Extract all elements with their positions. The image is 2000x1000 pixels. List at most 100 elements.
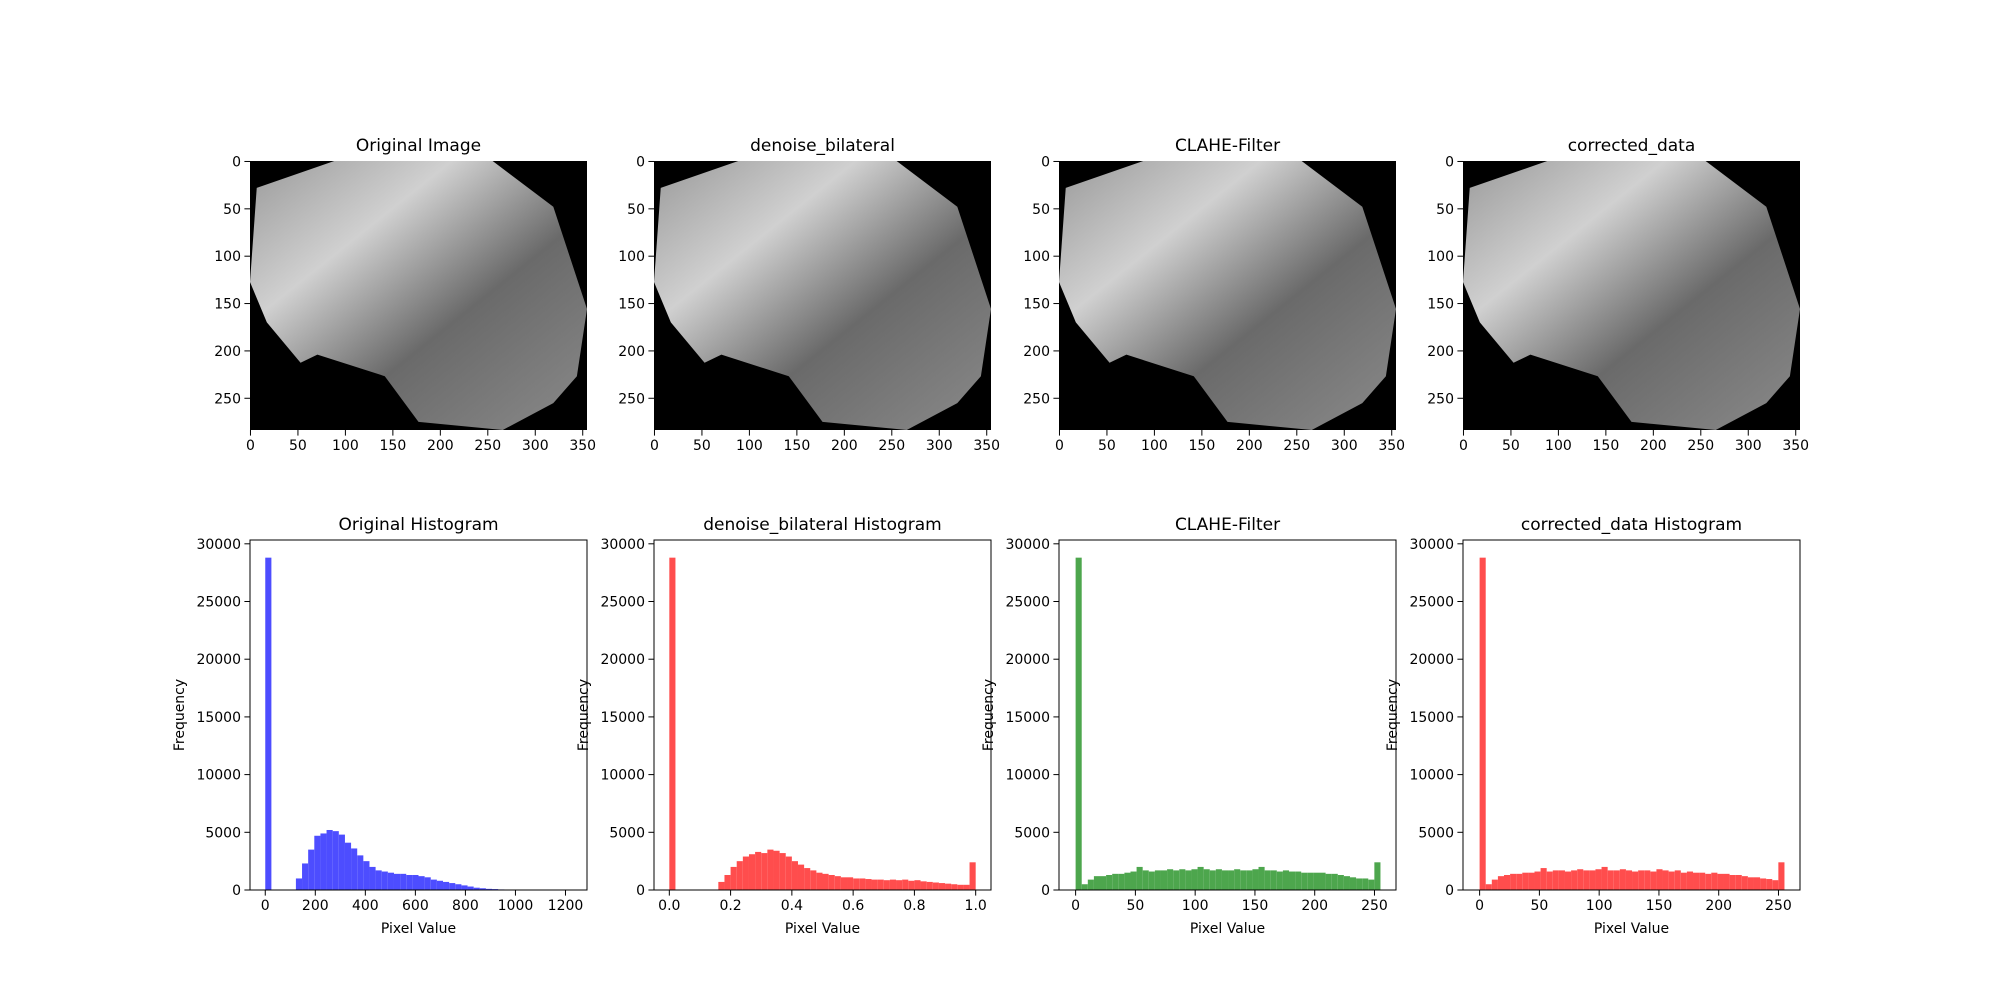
bar xyxy=(1240,870,1247,890)
bar xyxy=(736,861,743,890)
x-tick-label: 350 xyxy=(569,438,596,454)
x-tick-label: 0 xyxy=(1475,898,1484,914)
bar xyxy=(938,883,946,890)
x-tick-label: 100 xyxy=(1182,898,1209,914)
bar xyxy=(418,876,425,890)
x-tick-label: 50 xyxy=(693,438,711,454)
y-axis-label: Frequency xyxy=(172,679,188,751)
bar xyxy=(1564,871,1572,890)
y-tick-label: 0 xyxy=(1445,883,1454,899)
x-tick-label: 1200 xyxy=(548,898,584,914)
y-axis-label: Frequency xyxy=(981,679,997,751)
x-tick-label: 200 xyxy=(302,898,329,914)
x-tick-label: 250 xyxy=(1687,438,1714,454)
bar xyxy=(742,856,749,890)
bar xyxy=(828,874,835,890)
bar xyxy=(479,888,486,890)
subplot-title: CLAHE-Filter xyxy=(1175,515,1280,535)
bar xyxy=(1662,870,1669,890)
bar xyxy=(1154,870,1161,890)
bar xyxy=(1479,557,1486,890)
y-tick-label: 50 xyxy=(1032,202,1050,218)
bar xyxy=(1766,879,1773,890)
bar xyxy=(387,872,394,890)
x-tick-label: 200 xyxy=(427,438,454,454)
bar xyxy=(1197,866,1204,890)
bar xyxy=(920,881,927,890)
bar xyxy=(381,871,388,890)
bar xyxy=(1577,869,1584,890)
subplot-title: corrected_data xyxy=(1568,136,1696,156)
x-tick-label: 200 xyxy=(831,438,858,454)
bar xyxy=(1601,866,1608,890)
bar xyxy=(1179,869,1186,890)
x-tick-label: 0 xyxy=(1071,898,1080,914)
bar xyxy=(1337,874,1344,890)
bar xyxy=(1613,870,1620,890)
y-tick-label: 250 xyxy=(1023,391,1050,407)
bar xyxy=(314,835,321,890)
x-tick-label: 150 xyxy=(380,438,407,454)
x-tick-label: 150 xyxy=(1242,898,1269,914)
y-tick-label: 100 xyxy=(618,249,645,265)
bar xyxy=(485,888,493,890)
bar xyxy=(406,874,413,890)
y-tick-label: 20000 xyxy=(1409,652,1454,668)
bar xyxy=(1699,872,1706,890)
x-tick-label: 0 xyxy=(1459,438,1468,454)
y-tick-label: 30000 xyxy=(1005,537,1050,553)
subplot-title: Original Histogram xyxy=(338,515,498,535)
bar xyxy=(840,877,848,890)
bar xyxy=(1540,868,1547,890)
bar xyxy=(1301,872,1308,890)
bar xyxy=(791,861,798,890)
bar xyxy=(1693,872,1700,890)
bar xyxy=(424,877,431,890)
bar xyxy=(816,872,823,890)
axes-frame xyxy=(249,539,588,891)
y-tick-label: 150 xyxy=(214,297,241,313)
bar xyxy=(1160,870,1168,890)
x-axis-label: Pixel Value xyxy=(785,921,860,937)
bar xyxy=(1093,876,1101,890)
bar xyxy=(779,853,786,890)
y-tick-label: 250 xyxy=(214,391,241,407)
x-tick-label: 300 xyxy=(522,438,549,454)
subplot-title: CLAHE-Filter xyxy=(1175,136,1280,156)
x-axis-label: Pixel Value xyxy=(381,921,456,937)
y-axis-label: Frequency xyxy=(1385,679,1401,751)
y-tick-label: 0 xyxy=(232,883,241,899)
bar xyxy=(908,880,915,890)
bar xyxy=(1747,877,1754,890)
x-tick-label: 100 xyxy=(1545,438,1572,454)
y-tick-label: 25000 xyxy=(1005,595,1050,611)
bar xyxy=(1228,870,1235,890)
bar xyxy=(302,863,309,890)
bar xyxy=(1087,879,1094,890)
bar xyxy=(1343,876,1350,890)
x-tick-label: 200 xyxy=(1301,898,1328,914)
bar xyxy=(1497,876,1505,890)
x-tick-label: 100 xyxy=(736,438,763,454)
x-tick-label: 350 xyxy=(1378,438,1405,454)
bar xyxy=(926,881,933,890)
bar xyxy=(1571,870,1578,890)
x-tick-label: 0 xyxy=(246,438,255,454)
bar xyxy=(1185,870,1192,890)
y-tick-label: 10000 xyxy=(196,768,241,784)
x-tick-label: 250 xyxy=(474,438,501,454)
bar xyxy=(1112,873,1119,890)
bar xyxy=(1276,871,1283,890)
x-tick-label: 200 xyxy=(1705,898,1732,914)
bar xyxy=(718,881,725,890)
image-content xyxy=(654,161,991,430)
x-tick-label: 0.8 xyxy=(903,898,925,914)
y-tick-label: 25000 xyxy=(600,595,645,611)
bar xyxy=(1705,873,1712,890)
x-tick-label: 100 xyxy=(1141,438,1168,454)
bar xyxy=(1753,877,1761,890)
bar xyxy=(853,878,860,890)
image-content xyxy=(1463,161,1800,430)
bar xyxy=(1711,872,1718,890)
axes-frame xyxy=(1462,539,1801,891)
